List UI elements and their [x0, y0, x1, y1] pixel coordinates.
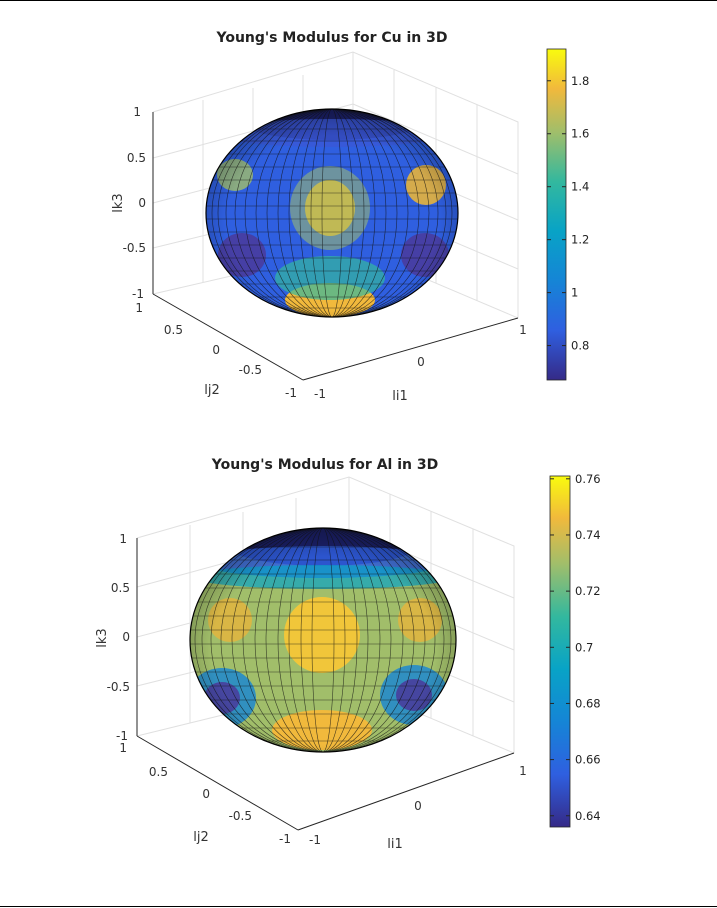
frame-bottom-border — [0, 906, 717, 907]
colorbar-tick-label: 0.8 — [571, 339, 589, 353]
y-tick-label: -1 — [285, 386, 297, 400]
axis-lines — [136, 538, 515, 831]
y-tick-label: 0.5 — [149, 765, 168, 779]
z-tick-label: -0.5 — [123, 241, 146, 255]
y-axis-label: lj2 — [204, 383, 220, 398]
x-tick-label: 0 — [417, 355, 425, 369]
chart-title: Young's Modulus for Al in 3D — [211, 457, 438, 473]
y-tick-label: 1 — [135, 301, 143, 315]
colorbar-tick-label: 0.76 — [575, 472, 601, 486]
colorbar: 0.64 0.66 0.68 0.7 0.72 0.74 0.76 — [549, 472, 601, 828]
x-axis-label: li1 — [387, 837, 403, 852]
x-axis-ticks: -1 0 1 — [309, 764, 527, 847]
z-tick-label: 0 — [122, 630, 130, 644]
z-tick-label: 0 — [138, 196, 146, 210]
x-tick-label: -1 — [314, 387, 326, 401]
x-tick-label: 1 — [519, 764, 527, 778]
y-tick-label: 0 — [202, 787, 210, 801]
surface-sphere — [189, 527, 457, 753]
z-axis-ticks: 1 0.5 0 -0.5 -1 — [107, 532, 130, 743]
y-tick-label: -1 — [279, 832, 291, 846]
axis-lines — [152, 112, 519, 381]
z-axis-label: lk3 — [95, 628, 110, 647]
z-tick-label: -0.5 — [107, 680, 130, 694]
frame-top-border — [0, 0, 717, 1]
y-tick-label: -0.5 — [239, 363, 262, 377]
chart-cu: Young's Modulus for Cu in 3D — [111, 30, 589, 404]
y-tick-label: -0.5 — [229, 809, 252, 823]
z-tick-label: 1 — [119, 532, 127, 546]
colorbar-tick-label: 0.72 — [575, 584, 601, 598]
x-axis-label: li1 — [392, 389, 408, 404]
colorbar-ticks: 0.64 0.66 0.68 0.7 0.72 0.74 0.76 — [550, 472, 601, 823]
y-axis-ticks: 1 0.5 0 -0.5 -1 — [119, 741, 291, 846]
z-tick-label: -1 — [116, 729, 128, 743]
x-tick-label: -1 — [309, 833, 321, 847]
y-axis-ticks: 1 0.5 0 -0.5 -1 — [135, 301, 297, 400]
y-tick-label: 1 — [119, 741, 127, 755]
colorbar-tick-label: 0.64 — [575, 809, 601, 823]
colorbar-tick-label: 1.8 — [571, 74, 589, 88]
chart-al: Young's Modulus for Al in 3D — [95, 457, 601, 852]
z-tick-label: -1 — [132, 287, 144, 301]
colorbar-ticks: 0.8 1 1.2 1.4 1.6 1.8 — [547, 74, 589, 353]
colorbar-tick-label: 1.2 — [571, 233, 589, 247]
y-tick-label: 0 — [212, 343, 220, 357]
y-axis-label: lj2 — [193, 830, 209, 845]
colorbar-tick-label: 1.6 — [571, 127, 589, 141]
colorbar-tick-label: 0.66 — [575, 753, 601, 767]
x-tick-label: 0 — [414, 799, 422, 813]
colorbar: 0.8 1 1.2 1.4 1.6 1.8 — [546, 48, 589, 381]
z-tick-label: 1 — [133, 105, 141, 119]
colorbar-tick-label: 1.4 — [571, 180, 589, 194]
colorbar-tick-label: 0.68 — [575, 696, 601, 710]
x-axis-ticks: -1 0 1 — [314, 323, 527, 401]
z-tick-label: 0.5 — [127, 151, 146, 165]
colorbar-tick-label: 1 — [571, 286, 578, 300]
z-axis-label: lk3 — [111, 193, 126, 212]
colorbar-tick-label: 0.7 — [575, 640, 593, 654]
colorbar-tick-label: 0.74 — [575, 528, 601, 542]
z-tick-label: 0.5 — [111, 581, 130, 595]
z-axis-ticks: 1 0.5 0 -0.5 -1 — [123, 105, 146, 301]
x-tick-label: 1 — [519, 323, 527, 337]
chart-title: Young's Modulus for Cu in 3D — [215, 30, 447, 46]
y-tick-label: 0.5 — [164, 323, 183, 337]
